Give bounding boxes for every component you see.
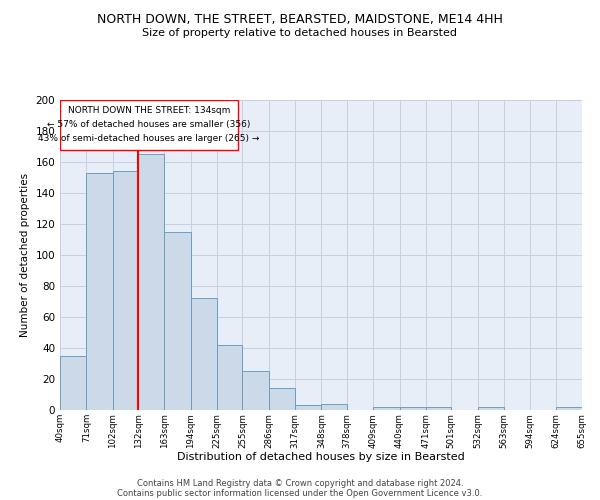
Text: Size of property relative to detached houses in Bearsted: Size of property relative to detached ho… [143,28,458,38]
Text: NORTH DOWN THE STREET: 134sqm: NORTH DOWN THE STREET: 134sqm [68,106,230,116]
Bar [373,407,400,410]
Text: Contains public sector information licensed under the Open Government Licence v3: Contains public sector information licen… [118,488,482,498]
Bar [86,173,113,410]
Bar [426,407,451,410]
Text: Contains HM Land Registry data © Crown copyright and database right 2024.: Contains HM Land Registry data © Crown c… [137,478,463,488]
Text: Distribution of detached houses by size in Bearsted: Distribution of detached houses by size … [177,452,465,462]
Bar [295,406,322,410]
Bar [269,388,295,410]
Bar [400,407,426,410]
Bar [322,404,347,410]
Bar [164,232,191,410]
Bar [556,407,582,410]
Bar [113,172,138,410]
Text: ← 57% of detached houses are smaller (356): ← 57% of detached houses are smaller (35… [47,120,251,130]
Text: 43% of semi-detached houses are larger (265) →: 43% of semi-detached houses are larger (… [38,134,260,143]
Bar [217,345,242,410]
FancyBboxPatch shape [60,100,238,150]
Bar [478,407,504,410]
Text: NORTH DOWN, THE STREET, BEARSTED, MAIDSTONE, ME14 4HH: NORTH DOWN, THE STREET, BEARSTED, MAIDST… [97,12,503,26]
Y-axis label: Number of detached properties: Number of detached properties [20,173,30,337]
Bar [138,154,164,410]
Bar [60,356,86,410]
Bar [191,298,217,410]
Bar [242,371,269,410]
